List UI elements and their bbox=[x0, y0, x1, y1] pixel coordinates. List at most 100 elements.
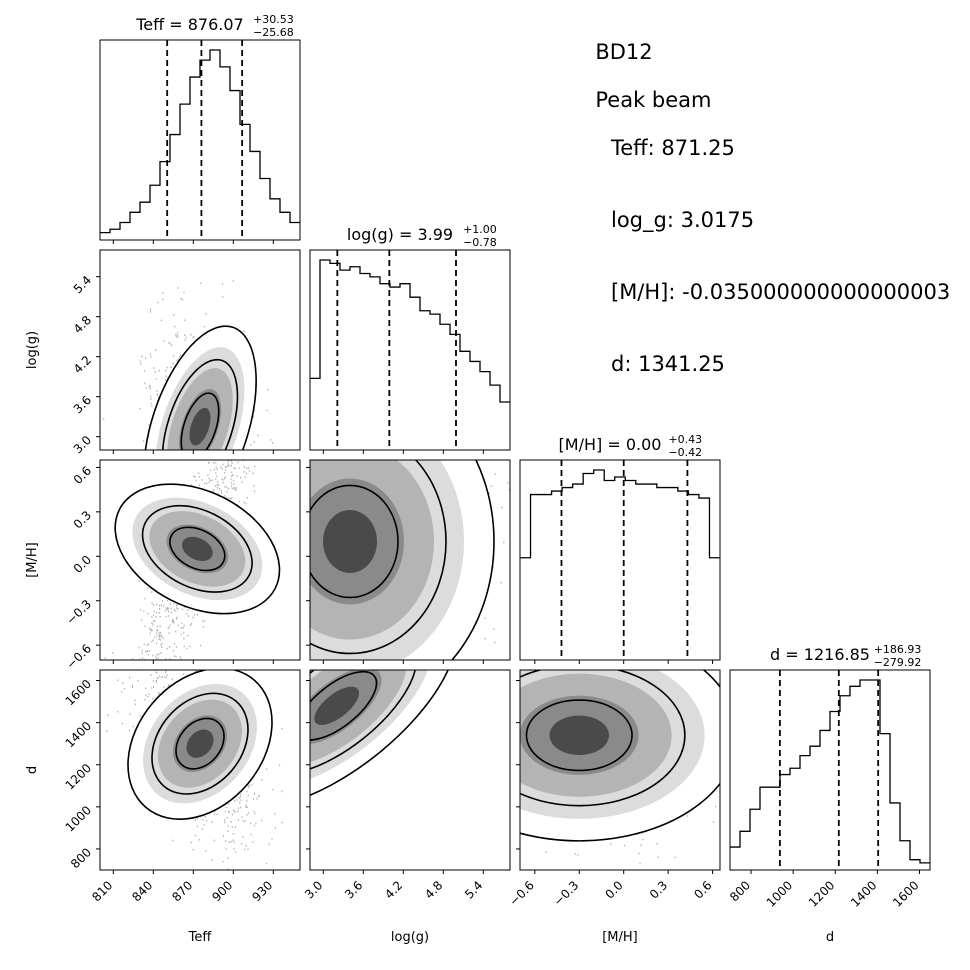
density-level bbox=[186, 729, 214, 758]
title-plus: +186.93 bbox=[874, 643, 922, 656]
x-tick-label: 0.6 bbox=[691, 878, 714, 901]
x-tick-label: −0.6 bbox=[506, 878, 537, 909]
title-minus: −25.68 bbox=[253, 26, 294, 39]
x-tick-label: 1600 bbox=[890, 878, 921, 909]
x-tick-label: 800 bbox=[727, 878, 753, 904]
y-tick-label: −0.3 bbox=[64, 597, 95, 628]
y-tick-label: 1600 bbox=[63, 677, 94, 708]
title-plus: +1.00 bbox=[463, 223, 497, 236]
info-teff: Teff: 871.25 bbox=[611, 136, 735, 160]
contour-line bbox=[127, 670, 273, 820]
y-tick-label: 0.3 bbox=[71, 508, 94, 531]
joint-panel-Teff-[M/H] bbox=[99, 459, 301, 661]
y-tick-label: 1200 bbox=[63, 761, 94, 792]
panel-title: [M/H] = 0.00 bbox=[559, 435, 662, 454]
y-axis-label: [M/H] bbox=[25, 542, 40, 578]
info-mh: [M/H]: -0.035000000000000003 bbox=[611, 280, 951, 304]
density-level bbox=[549, 715, 609, 756]
density bbox=[103, 280, 274, 450]
panel-frame bbox=[309, 459, 511, 661]
joint-panel-Teff-log(g) bbox=[99, 249, 301, 451]
y-tick-label: 1000 bbox=[63, 803, 94, 834]
object-name: BD12 bbox=[595, 40, 653, 64]
contour-line bbox=[525, 699, 633, 772]
panel-title: log(g) = 3.99 bbox=[347, 225, 453, 244]
density-level bbox=[323, 509, 377, 573]
contour-line bbox=[180, 392, 220, 450]
title-plus: +0.43 bbox=[668, 433, 702, 446]
contour-line bbox=[141, 504, 253, 593]
x-tick-label: 3.6 bbox=[342, 878, 365, 901]
panel-frame bbox=[519, 669, 721, 871]
histogram-frame bbox=[309, 249, 511, 451]
histogram-frame bbox=[729, 669, 931, 871]
contour-line bbox=[310, 460, 447, 655]
density bbox=[104, 460, 281, 660]
histogram-step bbox=[100, 49, 300, 234]
panel-title: Teff = 876.07 bbox=[135, 15, 243, 34]
x-tick-label: 3.0 bbox=[302, 878, 325, 901]
joint-panel-log(g)-[M/H] bbox=[309, 459, 511, 661]
title-minus: −279.92 bbox=[874, 656, 922, 669]
contour-line bbox=[151, 692, 249, 795]
x-tick-label: 1200 bbox=[806, 878, 837, 909]
x-tick-label: 930 bbox=[249, 878, 275, 904]
info-heading: Peak beam bbox=[595, 88, 712, 112]
contour-line bbox=[520, 670, 720, 842]
density bbox=[310, 460, 510, 660]
density-level bbox=[314, 686, 360, 725]
panel-frame bbox=[309, 669, 511, 871]
joint-panel-Teff-d bbox=[99, 669, 301, 871]
histogram-[M/H]: [M/H] = 0.00 +0.43−0.42 bbox=[519, 433, 721, 661]
y-axis-label: log(g) bbox=[25, 331, 40, 369]
x-tick-label: 810 bbox=[89, 878, 115, 904]
contour-line bbox=[310, 484, 399, 599]
joint-panel-[M/H]-d bbox=[519, 669, 721, 871]
contour-line bbox=[175, 717, 225, 770]
x-tick-label: 1400 bbox=[848, 878, 879, 909]
y-tick-label: 800 bbox=[68, 845, 94, 871]
y-tick-label: 5.4 bbox=[71, 273, 94, 296]
x-axis-label: d bbox=[826, 930, 834, 945]
title-plus: +30.53 bbox=[253, 13, 294, 26]
title-minus: −0.78 bbox=[463, 236, 497, 249]
x-axis-label: Teff bbox=[188, 930, 213, 945]
x-tick-label: 0.3 bbox=[647, 878, 670, 901]
contour-line bbox=[169, 526, 226, 572]
density-level bbox=[181, 536, 213, 562]
histogram-frame bbox=[99, 39, 301, 241]
y-tick-label: 4.8 bbox=[71, 313, 94, 336]
density bbox=[106, 670, 283, 870]
panel-frame bbox=[99, 459, 301, 661]
panel-title: d = 1216.85 bbox=[770, 645, 870, 664]
contour-line bbox=[450, 460, 495, 660]
y-tick-label: 1400 bbox=[63, 719, 94, 750]
panel-frame bbox=[99, 669, 301, 871]
histogram-frame bbox=[519, 459, 721, 661]
contour-line bbox=[161, 358, 239, 450]
joint-panel-log(g)-d bbox=[309, 669, 511, 871]
contour-line bbox=[143, 325, 257, 450]
histogram-d: d = 1216.85 +186.93−279.92 bbox=[729, 643, 931, 871]
x-axis-label: [M/H] bbox=[602, 930, 638, 945]
x-tick-label: −0.3 bbox=[551, 878, 582, 909]
density bbox=[520, 670, 720, 865]
x-tick-label: 4.2 bbox=[382, 878, 405, 901]
panel-frame bbox=[99, 249, 301, 451]
x-tick-label: 4.8 bbox=[422, 878, 445, 901]
contour-line bbox=[310, 670, 458, 809]
x-tick-label: 840 bbox=[129, 878, 155, 904]
x-tick-label: 900 bbox=[209, 878, 235, 904]
contour-line bbox=[114, 483, 281, 615]
histogram-log(g): log(g) = 3.99 +1.00−0.78 bbox=[309, 223, 511, 451]
y-tick-label: 4.2 bbox=[71, 353, 94, 376]
histogram-Teff: Teff = 876.07 +30.53−25.68 bbox=[99, 13, 301, 241]
y-tick-label: 0.0 bbox=[71, 553, 94, 576]
y-tick-label: 3.0 bbox=[71, 433, 94, 456]
x-tick-label: 5.4 bbox=[462, 878, 485, 901]
histogram-step bbox=[310, 259, 510, 403]
x-tick-label: 1000 bbox=[764, 878, 795, 909]
info-d: d: 1341.25 bbox=[611, 352, 725, 376]
y-tick-label: 0.6 bbox=[71, 464, 94, 487]
